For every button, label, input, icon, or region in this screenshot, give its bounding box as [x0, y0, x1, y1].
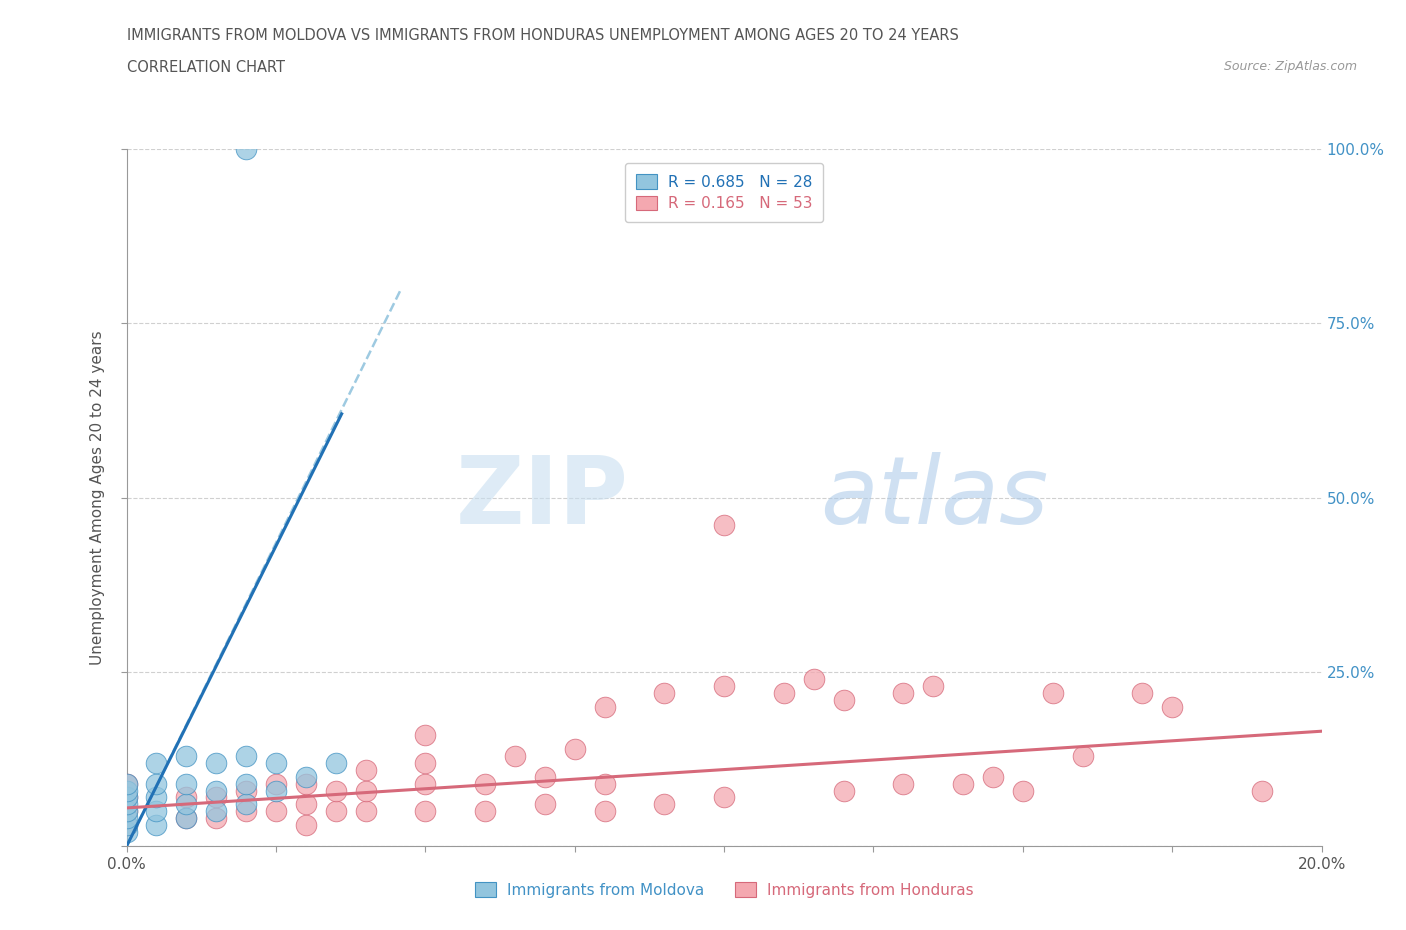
- Point: [174, 797, 197, 812]
- Point: [205, 811, 228, 826]
- Point: [264, 783, 287, 798]
- Point: [294, 769, 316, 784]
- Point: [264, 755, 287, 770]
- Point: [773, 685, 796, 700]
- Point: [115, 818, 138, 833]
- Point: [325, 755, 347, 770]
- Point: [145, 790, 167, 805]
- Point: [115, 776, 138, 790]
- Point: [922, 679, 945, 694]
- Point: [115, 825, 138, 840]
- Point: [145, 776, 167, 790]
- Point: [145, 818, 167, 833]
- Point: [115, 790, 138, 805]
- Point: [115, 783, 138, 798]
- Point: [713, 518, 735, 533]
- Point: [115, 811, 138, 826]
- Point: [264, 776, 287, 790]
- Point: [1161, 699, 1184, 714]
- Point: [325, 804, 347, 819]
- Point: [235, 776, 257, 790]
- Point: [115, 804, 138, 819]
- Point: [294, 797, 316, 812]
- Point: [832, 783, 855, 798]
- Point: [713, 679, 735, 694]
- Point: [503, 748, 526, 763]
- Point: [981, 769, 1004, 784]
- Point: [205, 755, 228, 770]
- Point: [115, 818, 138, 833]
- Point: [235, 748, 257, 763]
- Point: [832, 692, 855, 708]
- Point: [205, 804, 228, 819]
- Point: [205, 783, 228, 798]
- Point: [115, 776, 138, 790]
- Point: [294, 818, 316, 833]
- Point: [205, 790, 228, 805]
- Point: [235, 797, 257, 812]
- Point: [415, 727, 437, 742]
- Text: ZIP: ZIP: [456, 452, 628, 543]
- Point: [325, 783, 347, 798]
- Point: [354, 763, 377, 777]
- Text: CORRELATION CHART: CORRELATION CHART: [127, 60, 284, 75]
- Point: [593, 699, 616, 714]
- Point: [652, 685, 675, 700]
- Point: [1071, 748, 1094, 763]
- Point: [415, 755, 437, 770]
- Point: [264, 804, 287, 819]
- Point: [1130, 685, 1153, 700]
- Point: [174, 748, 197, 763]
- Legend: Immigrants from Moldova, Immigrants from Honduras: Immigrants from Moldova, Immigrants from…: [464, 871, 984, 909]
- Point: [115, 797, 138, 812]
- Text: Source: ZipAtlas.com: Source: ZipAtlas.com: [1223, 60, 1357, 73]
- Point: [1011, 783, 1033, 798]
- Point: [564, 741, 586, 756]
- Point: [174, 776, 197, 790]
- Point: [174, 790, 197, 805]
- Point: [593, 804, 616, 819]
- Text: IMMIGRANTS FROM MOLDOVA VS IMMIGRANTS FROM HONDURAS UNEMPLOYMENT AMONG AGES 20 T: IMMIGRANTS FROM MOLDOVA VS IMMIGRANTS FR…: [127, 28, 959, 43]
- Point: [652, 797, 675, 812]
- Point: [115, 790, 138, 805]
- Point: [354, 783, 377, 798]
- Point: [354, 804, 377, 819]
- Point: [415, 776, 437, 790]
- Point: [115, 804, 138, 819]
- Point: [534, 797, 557, 812]
- Point: [534, 769, 557, 784]
- Point: [1042, 685, 1064, 700]
- Point: [174, 811, 197, 826]
- Point: [893, 685, 915, 700]
- Point: [235, 783, 257, 798]
- Point: [235, 804, 257, 819]
- Point: [1251, 783, 1274, 798]
- Point: [474, 776, 496, 790]
- Point: [803, 671, 825, 686]
- Point: [593, 776, 616, 790]
- Point: [145, 804, 167, 819]
- Point: [294, 776, 316, 790]
- Point: [174, 811, 197, 826]
- Point: [893, 776, 915, 790]
- Point: [235, 141, 257, 156]
- Point: [474, 804, 496, 819]
- Text: atlas: atlas: [820, 452, 1047, 543]
- Point: [415, 804, 437, 819]
- Point: [713, 790, 735, 805]
- Point: [952, 776, 974, 790]
- Point: [145, 755, 167, 770]
- Y-axis label: Unemployment Among Ages 20 to 24 years: Unemployment Among Ages 20 to 24 years: [90, 330, 105, 665]
